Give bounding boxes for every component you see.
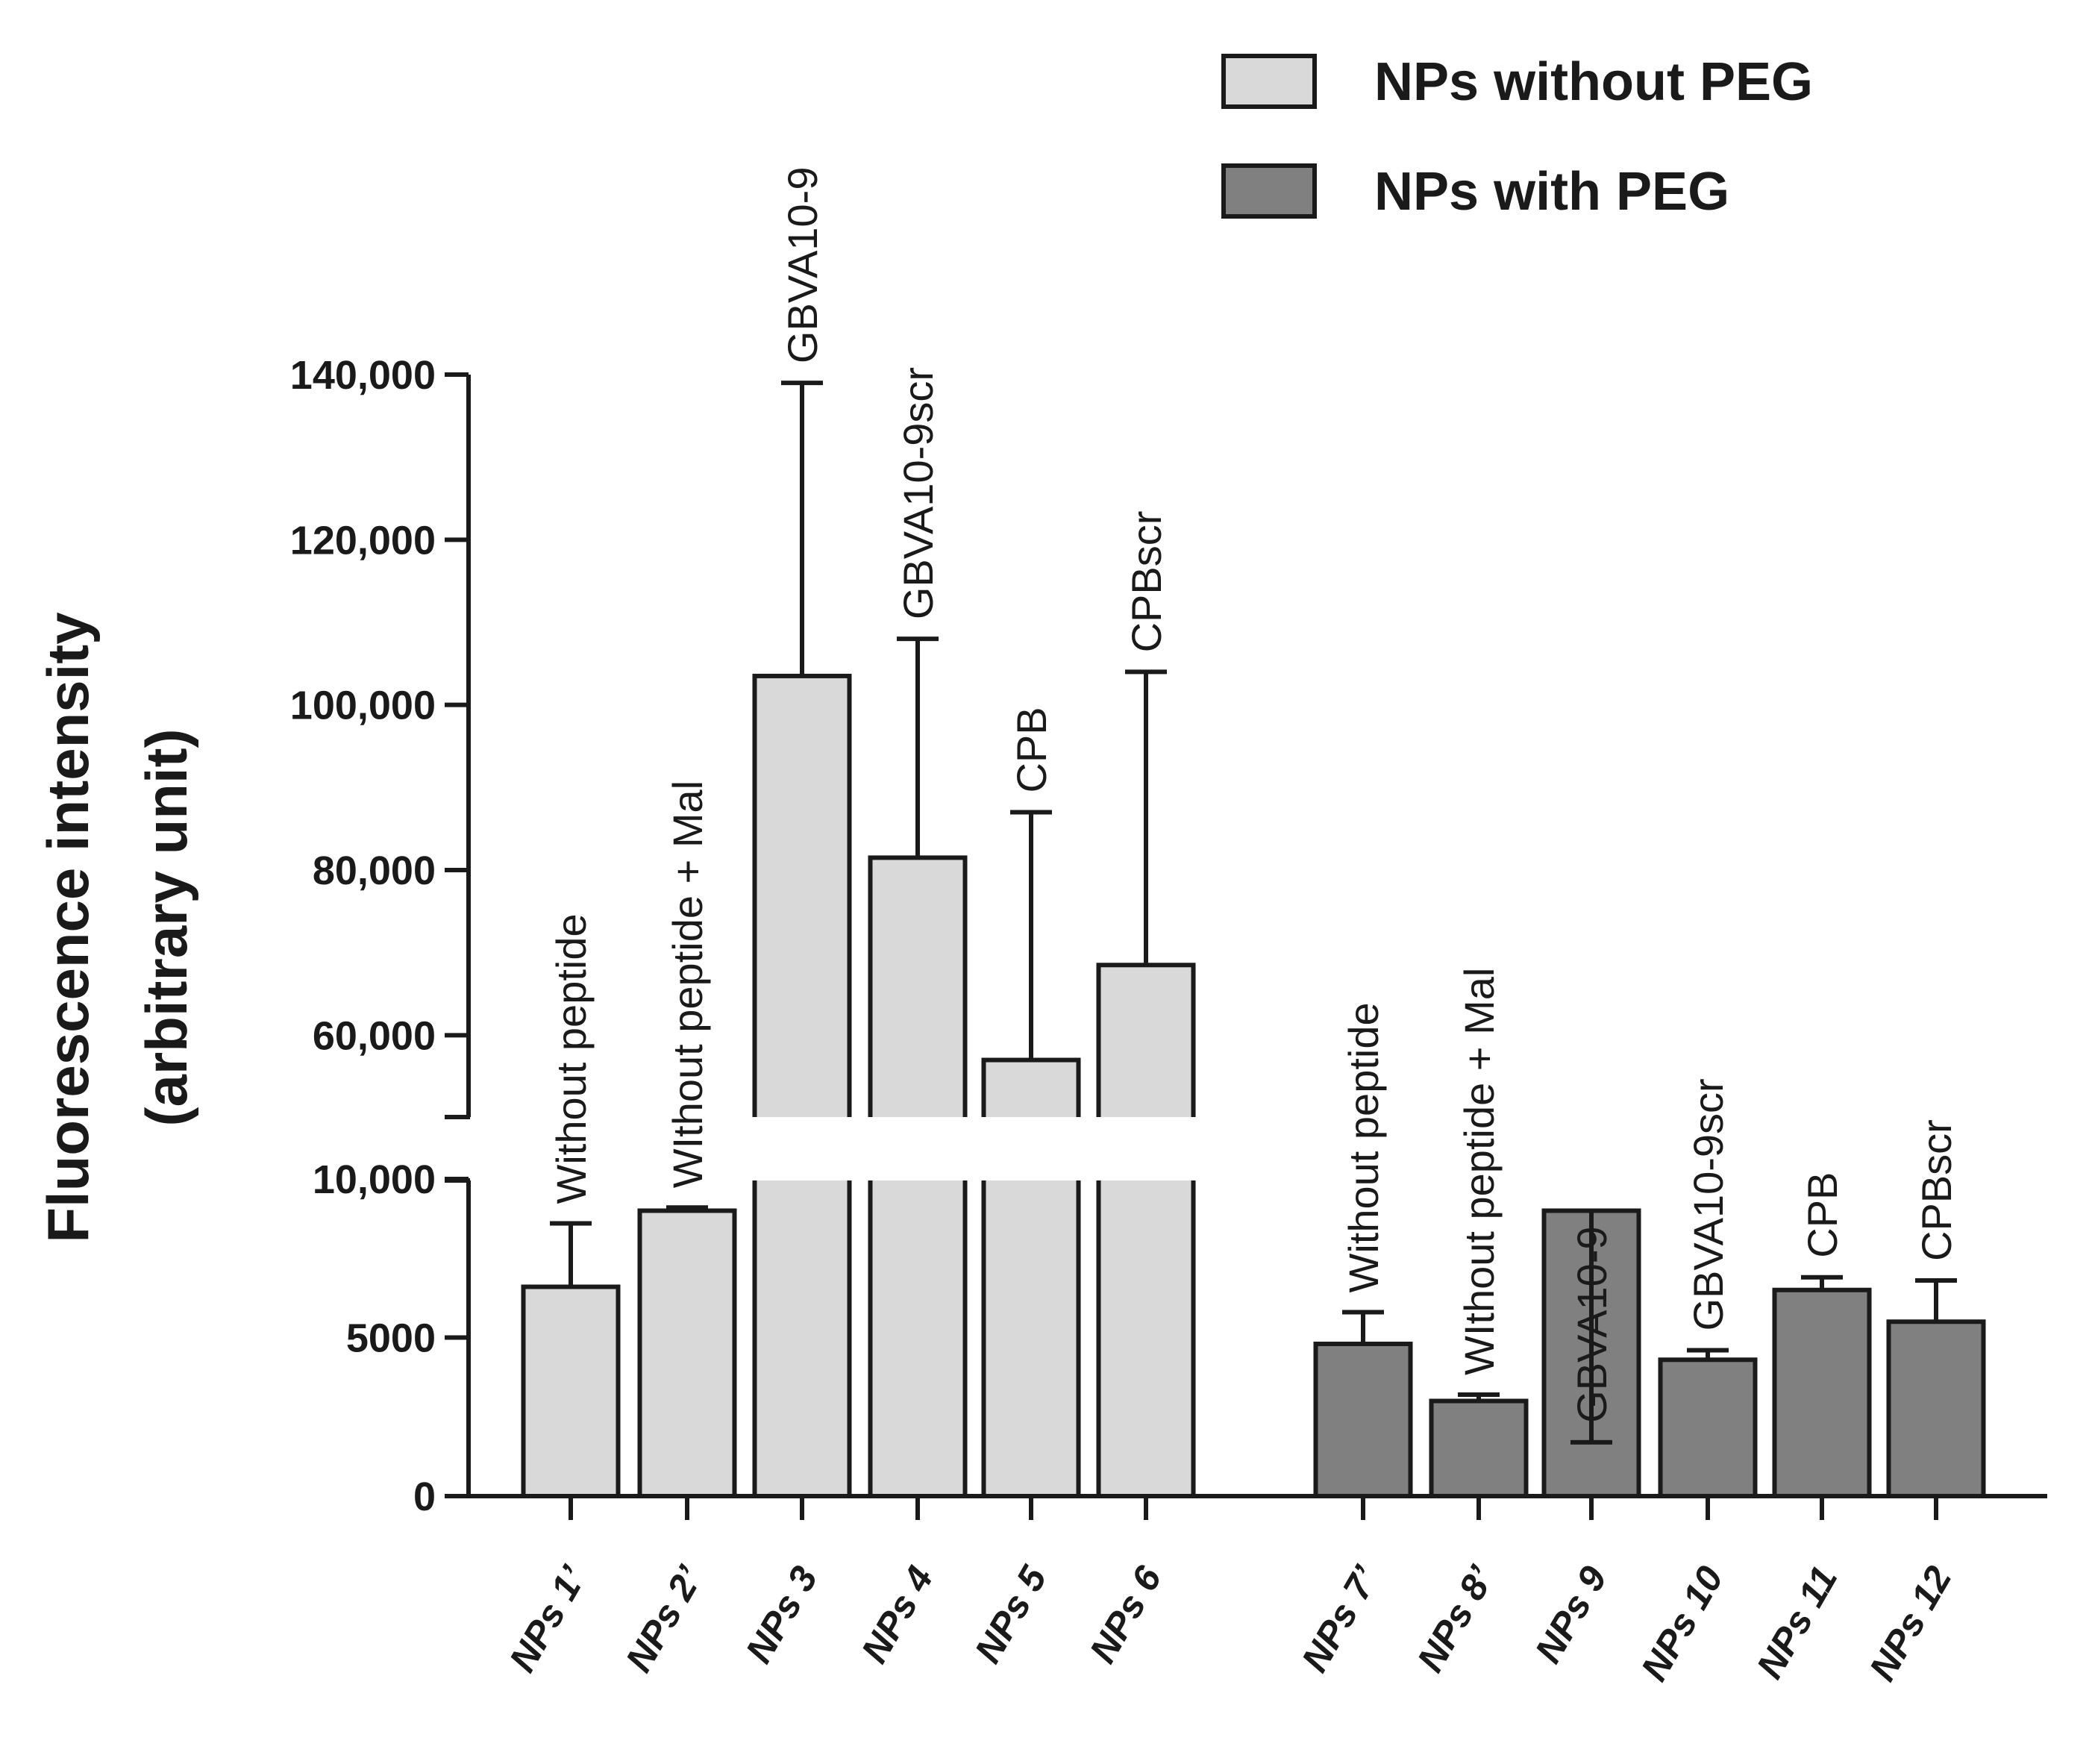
bar (1886, 1319, 1986, 1498)
axis-break (746, 1117, 1209, 1180)
legend-swatch (1221, 54, 1317, 109)
y-tick-label: 0 (413, 1474, 436, 1519)
x-tick-label: NPs 8’ (1409, 1559, 1503, 1679)
bar-annotation: GBVA10-9scr (895, 367, 942, 619)
bar-annotation: CPBscr (1913, 1119, 1960, 1261)
x-category-labels: NPs 1’ NPs 2’ NPs 3 NPs 4 NPs 5 NPs 6 NPs 7’ NP… (501, 1558, 1960, 1687)
x-tick-label: NPs 3 (738, 1559, 826, 1670)
bar-annotation: WIthout peptide + Mal (664, 781, 711, 1188)
bar (521, 1284, 621, 1498)
y-axis-label: Fluorescence intensity (35, 612, 101, 1242)
legend: NPs without PEG NPs with PEG (1221, 52, 1813, 222)
x-tick-label: NPs 11 (1748, 1560, 1845, 1686)
error-bars-layer (550, 381, 1957, 1445)
bar (752, 673, 852, 1498)
bar-annotation: Without peptide (1340, 1002, 1387, 1292)
x-tick-label: NPs 5 (967, 1558, 1056, 1669)
y-tick-label: 140,000 (290, 353, 436, 398)
y-tick-label: 10,000 (313, 1157, 436, 1202)
x-tick-label: NPs 4 (854, 1560, 942, 1670)
bars-layer (521, 673, 1986, 1499)
axes-layer (445, 375, 2047, 1520)
x-tick-label: NPs 10 (1633, 1559, 1732, 1688)
y-tick-label: 5000 (346, 1316, 436, 1361)
bar-annotation: CPB (1799, 1172, 1846, 1258)
bar (1658, 1357, 1758, 1498)
axis-break-gap (746, 1117, 1209, 1180)
bar-annotations: Without peptide WIthout peptide + Mal GBVA… (548, 167, 1960, 1423)
y-ticks-layer: 0 5000 10,000 60,000 80,000 100,000 120,000 140… (290, 353, 469, 1519)
x-tick-label: NPs 7’ (1294, 1559, 1387, 1679)
legend-swatch (1221, 163, 1317, 219)
bar (1096, 963, 1196, 1499)
bar-annotation: WIthout peptide + Mal (1456, 968, 1503, 1375)
x-tick-label: NPs 1’ (501, 1559, 595, 1679)
bar-annotation: CPB (1008, 707, 1055, 792)
y-tick-label: 100,000 (290, 684, 436, 728)
y-tick-label: 60,000 (313, 1013, 436, 1058)
legend-label: NPs without PEG (1374, 52, 1813, 112)
x-tick-label: NPs 2’ (618, 1559, 711, 1679)
bar-annotation: GBVA10-9 (1568, 1226, 1615, 1423)
bar-annotation: GBVA10-9scr (1685, 1078, 1732, 1330)
legend-label: NPs with PEG (1374, 162, 1729, 222)
bar-annotation: Without peptide (548, 913, 595, 1204)
bar-annotation: GBVA10-9 (779, 167, 826, 364)
bar (1772, 1287, 1872, 1498)
bar (1429, 1398, 1529, 1498)
y-tick-label: 80,000 (313, 848, 436, 893)
bar (1313, 1342, 1413, 1498)
y-axis-sublabel: (arbitrary unit) (134, 728, 199, 1126)
bar-annotation: CPBscr (1123, 511, 1170, 653)
x-tick-label: NPs 6 (1082, 1558, 1171, 1669)
x-tick-label: NPs 12 (1861, 1559, 1960, 1688)
x-tick-label: NPs 9 (1527, 1559, 1615, 1670)
bar (637, 1208, 737, 1498)
y-tick-label: 120,000 (290, 518, 436, 563)
